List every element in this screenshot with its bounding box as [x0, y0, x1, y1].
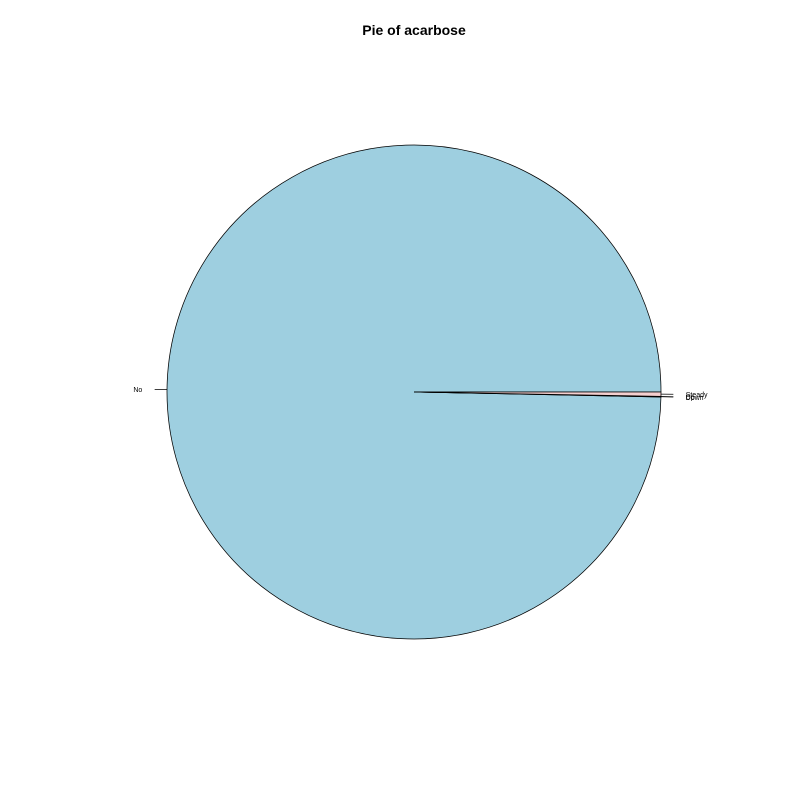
slice-label-no: No — [133, 387, 142, 394]
slice-label-up: Up — [686, 394, 695, 401]
pie-slices — [166, 144, 662, 640]
slice-label-down: Down — [686, 395, 704, 402]
slice-label-steady: Steady — [686, 392, 708, 399]
chart-title: Pie of acarbose — [362, 22, 466, 38]
